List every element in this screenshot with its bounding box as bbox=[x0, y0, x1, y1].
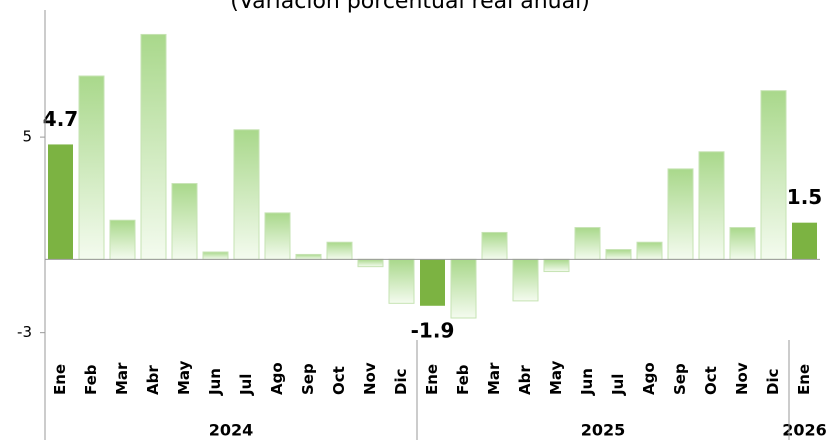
bar bbox=[140, 33, 167, 260]
x-tick-label: Dic bbox=[392, 369, 410, 395]
x-tick-label: Mar bbox=[113, 362, 131, 395]
x-tick-label: Jul bbox=[609, 374, 627, 396]
x-tick-label: Feb bbox=[82, 364, 100, 395]
bar bbox=[450, 258, 477, 319]
bar bbox=[636, 241, 663, 260]
y-tick-label: -3 bbox=[17, 323, 32, 341]
group-label: 2025 bbox=[581, 421, 626, 440]
x-tick-label: Dic bbox=[764, 369, 782, 395]
value-label: 1.5 bbox=[787, 185, 822, 209]
x-tick-label: Abr bbox=[144, 365, 162, 395]
bar bbox=[760, 90, 787, 260]
bar bbox=[729, 227, 756, 260]
x-tick-label: May bbox=[175, 360, 193, 395]
x-tick-label: Jun bbox=[206, 368, 224, 396]
chart-title: (Variación porcentual real anual) bbox=[230, 0, 590, 14]
x-tick-label: Nov bbox=[361, 362, 379, 395]
x-tick-label: Mar bbox=[485, 362, 503, 395]
bar bbox=[543, 258, 570, 273]
x-tick-label: Ene bbox=[51, 364, 69, 395]
bar bbox=[48, 144, 73, 260]
x-tick-label: May bbox=[547, 360, 565, 395]
bar bbox=[605, 249, 632, 260]
bar bbox=[295, 253, 322, 260]
bar bbox=[264, 212, 291, 260]
x-tick-label: Jun bbox=[578, 368, 596, 396]
x-tick-label: Oct bbox=[702, 366, 720, 395]
x-tick-label: Jul bbox=[237, 374, 255, 396]
x-tick-label: Feb bbox=[454, 364, 472, 395]
y-tick-label: 5 bbox=[22, 128, 32, 146]
bar bbox=[512, 258, 539, 302]
x-tick-label: Ene bbox=[423, 364, 441, 395]
bar bbox=[792, 222, 817, 260]
group-label: 2026 bbox=[782, 421, 827, 440]
bar bbox=[388, 258, 415, 304]
x-tick-label: Abr bbox=[516, 365, 534, 395]
x-tick-label: Oct bbox=[330, 366, 348, 395]
x-tick-label: Ago bbox=[640, 362, 658, 395]
bar bbox=[326, 241, 353, 260]
value-label: -1.9 bbox=[411, 318, 455, 342]
x-tick-label: Ago bbox=[268, 362, 286, 395]
bar bbox=[78, 75, 105, 260]
x-tick-label: Ene bbox=[795, 364, 813, 395]
bar bbox=[202, 251, 229, 260]
bar bbox=[481, 231, 508, 260]
bar bbox=[667, 168, 694, 260]
bar bbox=[171, 183, 198, 260]
bar bbox=[698, 151, 725, 260]
bar bbox=[233, 129, 260, 260]
group-label: 2024 bbox=[209, 421, 254, 440]
value-label: 4.7 bbox=[43, 107, 78, 131]
bar bbox=[357, 258, 384, 268]
x-tick-label: Sep bbox=[299, 363, 317, 395]
bar bbox=[420, 259, 445, 306]
x-tick-label: Nov bbox=[733, 362, 751, 395]
x-tick-label: Sep bbox=[671, 363, 689, 395]
bar bbox=[574, 227, 601, 260]
bar bbox=[109, 219, 136, 260]
